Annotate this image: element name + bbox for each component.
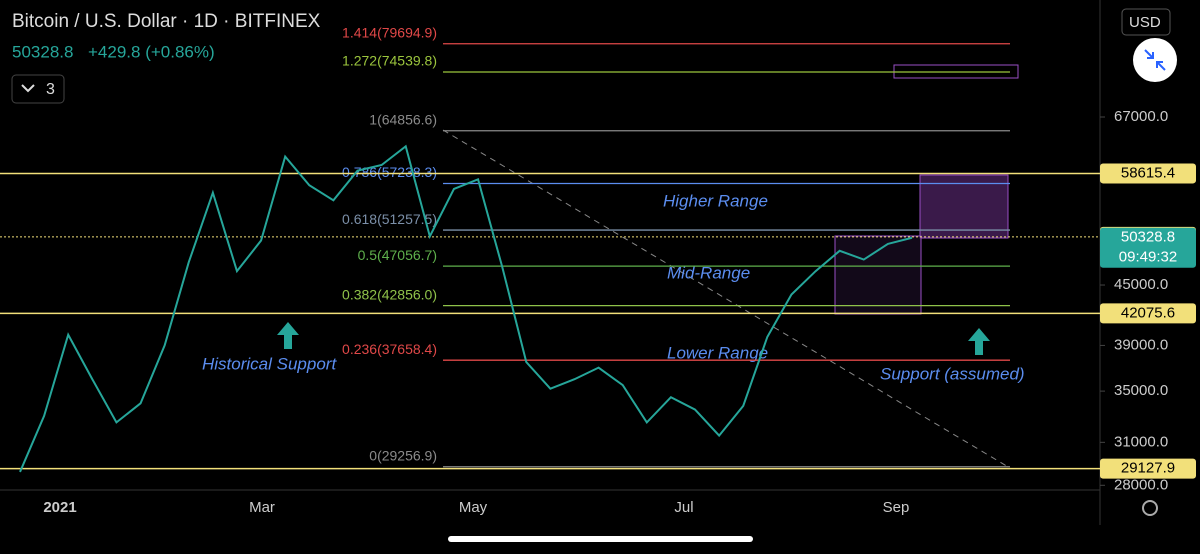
chevron xyxy=(21,84,35,93)
fib-label: 0.382(42856.0) xyxy=(342,286,437,302)
arrow-up xyxy=(968,328,990,355)
fib-label: 0(29256.9) xyxy=(369,447,437,463)
price-badge-label: 58615.4 xyxy=(1121,164,1175,181)
price-line-series xyxy=(19,144,913,473)
x-tick-label: 2021 xyxy=(43,499,76,516)
collapse-icon xyxy=(1144,49,1166,71)
current-price-badge xyxy=(1100,227,1196,268)
y-tick-label: 31000.0 xyxy=(1114,433,1168,450)
currency-select[interactable] xyxy=(1121,8,1171,36)
x-tick-label: Sep xyxy=(883,499,910,516)
fib-label: 1(64856.6) xyxy=(369,111,437,127)
indicator-count: 3 xyxy=(46,81,55,98)
fib-label: 0.236(37658.4) xyxy=(342,341,437,357)
x-tick-label: Jul xyxy=(674,499,693,516)
fib-label: 1.414(79694.9) xyxy=(342,24,437,40)
last-price: 50328.8 xyxy=(12,42,73,61)
fib-label: 1.272(74539.8) xyxy=(342,53,437,69)
settings-icon[interactable] xyxy=(1142,500,1158,516)
y-tick-label: 28000.0 xyxy=(1114,476,1168,493)
indicator-toggle[interactable] xyxy=(11,74,65,104)
countdown: 09:49:32 xyxy=(1119,249,1177,266)
trend-line xyxy=(442,129,1011,469)
y-tick-label: 45000.0 xyxy=(1114,276,1168,293)
annotation: Higher Range xyxy=(663,191,768,210)
current-price: 50328.8 xyxy=(1121,229,1175,246)
price-change: +429.8 (+0.86%) xyxy=(88,42,215,61)
currency: USD xyxy=(1129,14,1161,31)
chart-title: Bitcoin / U.S. Dollar · 1D · BITFINEX xyxy=(12,11,321,32)
y-tick-label: 35000.0 xyxy=(1114,382,1168,399)
price-badge xyxy=(1100,303,1196,324)
price-badge-label: 42075.6 xyxy=(1121,304,1175,321)
annotation: Lower Range xyxy=(667,343,768,362)
price-badge-label: 29127.9 xyxy=(1121,460,1175,477)
range-box xyxy=(834,235,922,315)
target-box xyxy=(919,174,1009,239)
annotation: Mid-Range xyxy=(667,263,750,282)
price-badge xyxy=(1100,163,1196,184)
fib-label: 0.618(51257.5) xyxy=(342,211,437,227)
annotation: Historical Support xyxy=(202,354,337,373)
home-indicator xyxy=(448,536,753,542)
y-tick-label: 39000.0 xyxy=(1114,336,1168,353)
arrow-up xyxy=(277,322,299,349)
annotation: Support (assumed) xyxy=(880,364,1025,383)
x-tick-label: Mar xyxy=(249,499,275,516)
y-tick-label: 67000.0 xyxy=(1114,108,1168,125)
x-tick-label: May xyxy=(459,499,488,516)
fullscreen-button[interactable] xyxy=(1133,38,1177,82)
price-badge xyxy=(1100,458,1196,479)
fib-label: 0.5(47056.7) xyxy=(358,247,437,263)
